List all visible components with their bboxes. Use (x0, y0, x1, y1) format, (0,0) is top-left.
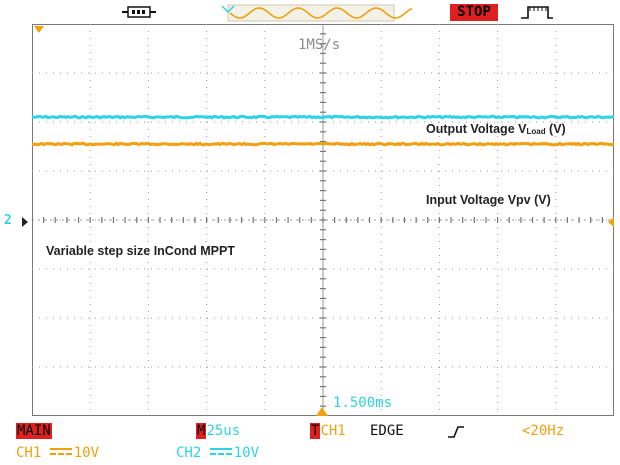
ch2-label: CH2 (176, 445, 202, 461)
method-annotation: Variable step size InCond MPPT (46, 244, 235, 258)
waveform-memory-icon (222, 4, 413, 22)
trigger-position-readout: 1.500ms (333, 395, 393, 411)
timebase-value: 25us (206, 423, 241, 439)
run-stop-status-badge[interactable]: STOP (450, 4, 498, 21)
top-status-bar: STOP (0, 0, 620, 24)
trigger-type: EDGE (370, 423, 404, 439)
ch1-scale: 10V (73, 445, 100, 461)
ch2-ground-arrow-icon (22, 217, 28, 227)
mode-badge[interactable]: MAIN (16, 423, 52, 439)
ch1-label: CH1 (16, 445, 42, 461)
dc-coupling-icon (209, 446, 234, 456)
trigger-source: CH1 (320, 423, 346, 439)
input-voltage-annotation: Input Voltage Vpv (V) (426, 193, 551, 207)
usb-icon[interactable] (122, 5, 156, 19)
ch2-ground-marker: 2 (4, 213, 12, 228)
output-voltage-annotation: Output Voltage VLoad (V) (426, 122, 566, 136)
trigger-frequency: <20Hz (522, 423, 565, 439)
trigger-pulse-icon (521, 6, 553, 19)
timebase-prefix: M (196, 423, 207, 439)
ch1-input-voltage-trace (32, 141, 614, 147)
trigger-readout: TCH1 (310, 423, 346, 440)
ch2-scale: 10V (233, 445, 260, 461)
trigger-level-arrow-icon (608, 217, 614, 227)
trigger-position-marker (316, 407, 328, 416)
output-voltage-prefix: Output Voltage V (426, 122, 527, 136)
output-voltage-subscript: Load (526, 127, 546, 136)
dc-coupling-icon (49, 446, 74, 456)
ch2-output-voltage-trace (32, 114, 614, 120)
oscilloscope-screen (32, 24, 614, 416)
timebase-readout: M25us (196, 423, 240, 440)
ch2-scale-readout: CH2 10V (176, 445, 259, 462)
sample-rate-readout: 1MS/s (298, 37, 341, 53)
output-voltage-suffix: (V) (545, 122, 566, 136)
ch1-scale-readout: CH1 10V (16, 445, 99, 462)
ch1-trigger-level-marker (34, 26, 44, 33)
rising-edge-icon (448, 426, 464, 438)
trigger-prefix: T (310, 423, 321, 439)
